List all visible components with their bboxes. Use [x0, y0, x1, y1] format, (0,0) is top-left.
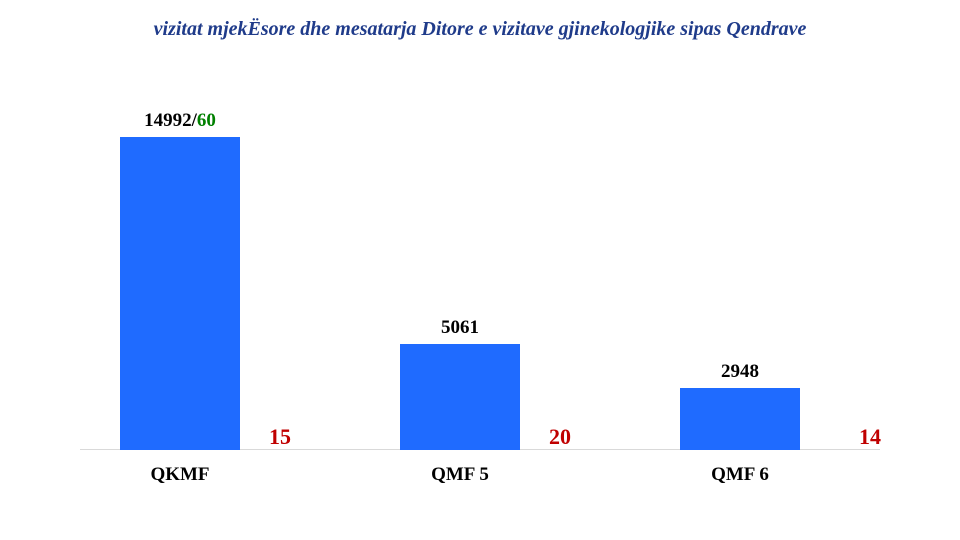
secondary-label: 15: [240, 424, 320, 450]
bar-qmf-5: [400, 344, 520, 450]
bar-value-label: 2948: [660, 361, 820, 383]
bar-qkmf: [120, 137, 240, 450]
plot-area: [80, 120, 880, 450]
secondary-label: 20: [520, 424, 600, 450]
x-axis-label: QMF 6: [640, 464, 840, 486]
bar-qmf-6: [680, 388, 800, 450]
x-axis-label: QKMF: [80, 464, 280, 486]
chart-container: vizitat mjekËsore dhe mesatarja Ditore e…: [0, 0, 960, 540]
x-axis-label: QMF 5: [360, 464, 560, 486]
secondary-label: 14: [830, 424, 910, 450]
chart-title: vizitat mjekËsore dhe mesatarja Ditore e…: [0, 18, 960, 41]
bar-value-label: 14992/60: [100, 110, 260, 132]
bar-value-label: 5061: [380, 317, 540, 339]
